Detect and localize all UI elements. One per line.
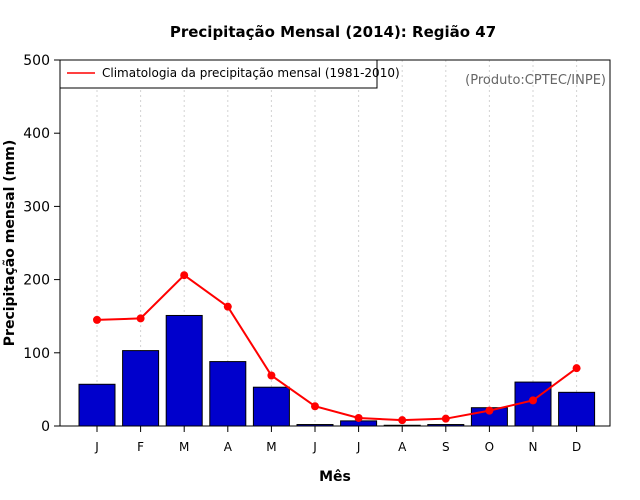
x-tick-label-8: S	[442, 440, 450, 454]
legend-entry-climatology: Climatologia da precipitação mensal (198…	[102, 66, 400, 80]
x-tick-label-10: N	[529, 440, 538, 454]
source-annotation: (Produto:CPTEC/INPE)	[465, 73, 606, 88]
x-axis-label: Mês	[319, 469, 351, 485]
y-tick-label-1: 100	[23, 346, 50, 362]
legend: Climatologia da precipitação mensal (198…	[59, 59, 400, 89]
bar-11	[558, 391, 596, 427]
y-axis: 0 100 200 300 400 500	[23, 53, 60, 435]
climatology-point-0	[93, 315, 101, 324]
x-tick-label-7: A	[398, 440, 407, 454]
bar-4	[252, 386, 290, 427]
climatology-point-10	[529, 396, 537, 405]
x-tick-label-4: M	[266, 440, 276, 454]
legend-box	[59, 59, 378, 89]
x-tick-label-11: D	[572, 440, 581, 454]
climatology-point-2	[180, 271, 189, 280]
bars	[78, 314, 596, 427]
climatology-polyline	[96, 273, 578, 422]
bar-2	[165, 314, 203, 427]
y-tick-label-0: 0	[41, 419, 50, 435]
x-tick-label-9: O	[485, 440, 494, 454]
y-tick-label-4: 400	[23, 126, 50, 142]
x-tick-label-5: J	[312, 440, 317, 454]
climatology-point-4	[267, 371, 276, 380]
x-tick-label-3: A	[224, 440, 233, 454]
climatology-line	[93, 271, 581, 425]
climatology-point-8	[441, 414, 450, 423]
climatology-point-9	[485, 406, 494, 415]
x-tick-label-1: F	[137, 440, 144, 454]
climatology-point-3	[223, 302, 232, 311]
climatology-point-7	[398, 416, 407, 425]
bar-0	[78, 383, 116, 427]
chart-title: Precipitação Mensal (2014): Região 47	[170, 23, 496, 41]
x-tick-label-2: M	[179, 440, 189, 454]
bar-3	[209, 361, 247, 427]
climatology-point-6	[354, 413, 363, 422]
y-axis-label: Precipitação mensal (mm)	[2, 140, 18, 346]
y-tick-label-2: 200	[23, 273, 50, 289]
x-tick-label-0: J	[94, 440, 99, 454]
climatology-point-11	[572, 364, 581, 373]
climatology-point-1	[136, 314, 145, 323]
climatology-point-5	[311, 402, 319, 411]
bar-1	[122, 350, 160, 427]
y-tick-label-3: 300	[23, 199, 50, 215]
y-tick-label-5: 500	[23, 53, 50, 69]
x-tick-label-6: J	[356, 440, 361, 454]
